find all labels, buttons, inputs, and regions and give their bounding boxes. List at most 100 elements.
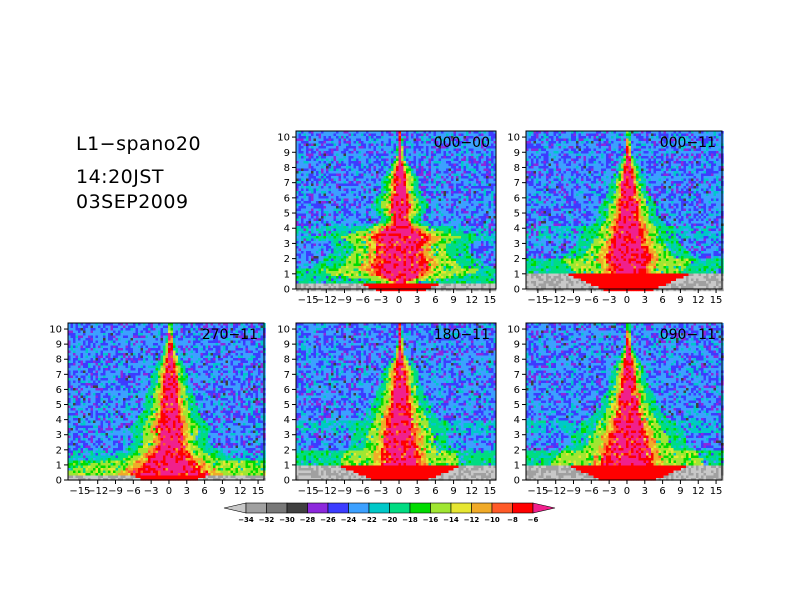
y-tick-label: 0 — [514, 476, 520, 487]
y-tick-label: 9 — [284, 340, 290, 351]
y-tick-label: 2 — [284, 254, 290, 265]
y-tick-label: 10 — [49, 325, 62, 336]
colorbar-segment — [513, 503, 534, 513]
y-tick-label: 10 — [277, 133, 290, 144]
y-tick-label: 1 — [514, 269, 520, 280]
y-tick-label: 6 — [284, 193, 290, 204]
y-tick-label: 7 — [284, 178, 290, 189]
colorbar-segment — [451, 503, 472, 513]
y-tick-label: 8 — [514, 355, 520, 366]
x-tick-label: −9 — [108, 486, 123, 497]
y-tick-label: 3 — [284, 430, 290, 441]
x-tick-label: −3 — [373, 486, 388, 497]
y-tick-label: 8 — [56, 355, 62, 366]
y-tick-label: 3 — [56, 430, 62, 441]
x-tick-label: −9 — [566, 486, 581, 497]
y-tick-label: 9 — [56, 340, 62, 351]
colorbar-label: −24 — [341, 516, 357, 524]
x-tick-label: 3 — [642, 486, 648, 497]
x-tick-label: 12 — [692, 295, 705, 306]
x-tick-label: −6 — [355, 486, 370, 497]
x-tick-label: 0 — [396, 295, 402, 306]
x-tick-label: 12 — [692, 486, 705, 497]
x-tick-label: 15 — [710, 295, 723, 306]
y-tick-label: 10 — [507, 325, 520, 336]
y-tick-label: 10 — [277, 325, 290, 336]
y-tick-label: 0 — [284, 476, 290, 487]
colorbar-segment — [287, 503, 308, 513]
x-tick-label: 3 — [414, 486, 420, 497]
y-tick-label: 4 — [284, 224, 290, 235]
colorbar-label: −28 — [300, 516, 316, 524]
panel-label: 180−11 — [434, 327, 490, 343]
x-tick-label: −6 — [584, 486, 599, 497]
y-tick-label: 6 — [56, 385, 62, 396]
colorbar-label: −20 — [382, 516, 398, 524]
y-tick-label: 10 — [507, 133, 520, 144]
x-tick-label: 3 — [184, 486, 190, 497]
x-tick-label: 12 — [465, 486, 478, 497]
colorbar-segment — [431, 503, 452, 513]
y-tick-label: 0 — [284, 285, 290, 296]
y-tick-label: 9 — [284, 148, 290, 159]
x-tick-label: 0 — [396, 486, 402, 497]
y-tick-label: 9 — [514, 340, 520, 351]
x-tick-label: −3 — [602, 295, 617, 306]
y-tick-label: 6 — [284, 385, 290, 396]
y-tick-label: 4 — [284, 415, 290, 426]
x-tick-label: 6 — [201, 486, 207, 497]
x-tick-label: −9 — [337, 295, 352, 306]
colorbar-label: −32 — [259, 516, 275, 524]
x-tick-label: 3 — [414, 295, 420, 306]
colorbar-label: −8 — [507, 516, 518, 524]
colorbar-segment — [492, 503, 513, 513]
y-tick-label: 2 — [514, 254, 520, 265]
x-tick-label: 6 — [659, 486, 665, 497]
colorbar-label: −6 — [528, 516, 539, 524]
x-tick-label: 15 — [710, 486, 723, 497]
y-tick-label: 7 — [514, 370, 520, 381]
panel-label: 090−11 — [660, 327, 716, 343]
y-tick-label: 5 — [514, 400, 520, 411]
x-tick-label: 6 — [432, 295, 438, 306]
colorbar-segment — [349, 503, 370, 513]
y-tick-label: 2 — [514, 445, 520, 456]
y-tick-label: 4 — [514, 415, 520, 426]
colorbar: −34 −32 −30 −28 −26 −24 −22 −20 −18 −16 −14 −12 −10−… — [224, 503, 555, 524]
panel-label: 270−11 — [202, 327, 258, 343]
heatmap-cells — [526, 131, 724, 291]
x-tick-label: 12 — [234, 486, 247, 497]
colorbar-label: −14 — [443, 516, 459, 524]
y-tick-label: 3 — [284, 239, 290, 250]
y-tick-label: 0 — [56, 476, 62, 487]
y-tick-label: 5 — [284, 209, 290, 220]
x-tick-label: 0 — [166, 486, 172, 497]
x-tick-label: 9 — [677, 295, 683, 306]
y-tick-label: 6 — [514, 385, 520, 396]
x-tick-label: −3 — [144, 486, 159, 497]
colorbar-high-arrow — [533, 503, 555, 513]
x-tick-label: −3 — [602, 486, 617, 497]
x-tick-label: 15 — [252, 486, 265, 497]
x-tick-label: 0 — [624, 295, 630, 306]
colorbar-label: −16 — [423, 516, 439, 524]
y-tick-label: 2 — [56, 445, 62, 456]
y-tick-label: 1 — [56, 460, 62, 471]
x-tick-label: −6 — [126, 486, 141, 497]
y-tick-label: 0 — [514, 285, 520, 296]
panel-label: 000−00 — [434, 135, 490, 151]
y-tick-label: 3 — [514, 239, 520, 250]
y-tick-label: 6 — [514, 193, 520, 204]
x-tick-label: 6 — [432, 486, 438, 497]
x-tick-label: −9 — [337, 486, 352, 497]
y-tick-label: 8 — [284, 163, 290, 174]
x-tick-label: −9 — [566, 295, 581, 306]
y-tick-label: 8 — [284, 355, 290, 366]
colorbar-label: −26 — [320, 516, 336, 524]
x-tick-label: 12 — [465, 295, 478, 306]
